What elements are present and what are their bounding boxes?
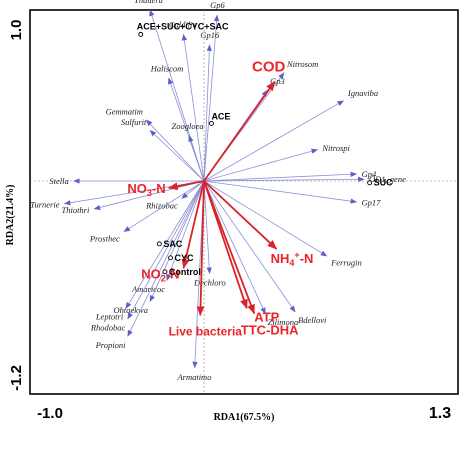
species-arrow-rhodobac xyxy=(127,180,205,320)
x-tick-min: -1.0 xyxy=(37,405,63,422)
species-arrow-rhizobac xyxy=(181,180,205,199)
y-tick-min: -1.2 xyxy=(8,365,25,391)
species-label-ferrugin: Ferrugin xyxy=(330,258,362,268)
env-arrow-cod xyxy=(203,80,276,182)
species-arrow-leptotri xyxy=(125,180,205,309)
sample-label-sac: SAC xyxy=(163,239,183,249)
env-arrow-no2 xyxy=(181,180,205,269)
species-label-od1-gene: OD1_gene xyxy=(369,174,406,184)
species-arrow-gp17 xyxy=(203,180,358,204)
sample-point-suc xyxy=(367,180,373,186)
species-label-rhizobac: Rhizobac xyxy=(145,201,178,211)
species-label-gp4: Gp4 xyxy=(362,169,377,179)
species-arrow-gp16 xyxy=(203,44,213,182)
species-label-ignaviba: Ignaviba xyxy=(347,88,378,98)
species-label-turnerie: Turnerie xyxy=(30,199,60,209)
species-label-zilimona: Zilimona xyxy=(268,317,299,327)
species-label-amaricoc: Amaricoc xyxy=(131,284,165,294)
species-label-rhodobac: Rhodobac xyxy=(90,322,126,332)
species-label-gemmatim: Gemmatim xyxy=(106,106,143,116)
species-arrow-ignaviba xyxy=(203,100,344,182)
species-arrow-gp4 xyxy=(203,171,358,182)
species-arrow-od1-gene xyxy=(203,176,365,183)
plot-frame xyxy=(29,9,459,395)
sample-point-sac xyxy=(156,241,162,247)
env-arrow-live-bacteria xyxy=(196,180,205,316)
sample-label-ace: ACE xyxy=(211,111,230,121)
env-label-nh4: NH4+-N xyxy=(271,250,314,268)
env-label-ttc-dha: TTC-DHA xyxy=(241,322,299,337)
sample-point-cyc xyxy=(168,255,173,261)
species-label-gp16: Gp16 xyxy=(200,30,220,40)
species-arrow-caldilin xyxy=(181,33,205,182)
species-label-bdellovi: Bdellovi xyxy=(298,315,327,325)
sample-points: ACE+SUC+CYC+SAC ACE SUC SAC CYC Control xyxy=(137,21,393,276)
species-arrow-propioni xyxy=(127,180,205,337)
species-arrow-ferrugin xyxy=(203,180,328,257)
env-label-atp: ATP xyxy=(254,310,279,325)
species-arrow-bdellovi xyxy=(203,180,296,313)
species-arrow-thiothri xyxy=(93,180,205,211)
species-arrow-nitrospi xyxy=(203,148,318,182)
sample-label-ace-suc-cyc-sac: ACE+SUC+CYC+SAC xyxy=(137,21,229,31)
x-axis-title: RDA1(67.5%) xyxy=(214,412,275,423)
y-tick-max: 1.0 xyxy=(8,20,25,41)
env-label-no3: NO3-N xyxy=(127,181,165,198)
species-label-haliscom: Haliscom xyxy=(150,63,184,73)
sample-label-suc: SUC xyxy=(374,178,394,188)
env-arrow-nh4 xyxy=(203,180,278,250)
y-axis-title: RDA2(21.4%) xyxy=(5,185,16,246)
env-label-live-bacteria: Live bacteria xyxy=(169,324,243,338)
sample-label-control: Control xyxy=(169,267,201,277)
env-arrow-ttc-dha xyxy=(203,180,248,309)
env-label-cod: COD xyxy=(252,59,286,76)
species-label-nitrosom: Nitrosom xyxy=(286,59,318,69)
sample-point-ace-suc-cyc-sac xyxy=(138,31,144,37)
species-label-ohtaekwa: Ohtaekwa xyxy=(114,305,148,315)
sample-point-control xyxy=(162,269,168,275)
species-label-zoogloea: Zoogloea xyxy=(171,121,203,131)
species-label-gp6: Gp6 xyxy=(210,0,225,10)
species-arrow-zilimona xyxy=(203,180,266,315)
species-arrow-dechloro xyxy=(203,180,212,275)
species-arrow-amaricoc xyxy=(166,180,205,281)
species-arrow-zoogloea xyxy=(188,135,205,182)
species-label-sulfurit: Sulfurit xyxy=(121,117,147,127)
sample-label-cyc: CYC xyxy=(175,253,195,263)
species-label-prosthec: Prosthec xyxy=(89,233,120,243)
species-arrow-ohtaekwa xyxy=(149,180,205,302)
species-arrow-gp6 xyxy=(203,14,220,182)
species-label-dechloro: Dechloro xyxy=(193,278,226,288)
sample-point-ace xyxy=(208,120,214,126)
species-label-propioni: Propioni xyxy=(95,340,127,350)
species-label-armatimo: Armatimo xyxy=(176,372,211,382)
species-label-leptotri: Leptotri xyxy=(95,312,124,322)
species-arrow-sulfurit xyxy=(149,130,205,182)
species-label-caldilin: Caldilin xyxy=(169,19,197,29)
x-tick-max: 1.3 xyxy=(429,405,451,422)
species-label-gp3: Gp3 xyxy=(270,76,285,86)
species-label-stella: Stella xyxy=(49,176,68,186)
species-label-thauera: Thauera xyxy=(134,0,163,5)
species-arrow-prosthec xyxy=(123,180,205,232)
env-label-no2: NO2-N xyxy=(141,266,179,283)
species-label-gp17: Gp17 xyxy=(362,198,382,208)
env-arrow-no3 xyxy=(168,180,205,191)
species-label-nitrospi: Nitrospi xyxy=(321,143,350,153)
species-label-thiothri: Thiothri xyxy=(61,205,90,215)
